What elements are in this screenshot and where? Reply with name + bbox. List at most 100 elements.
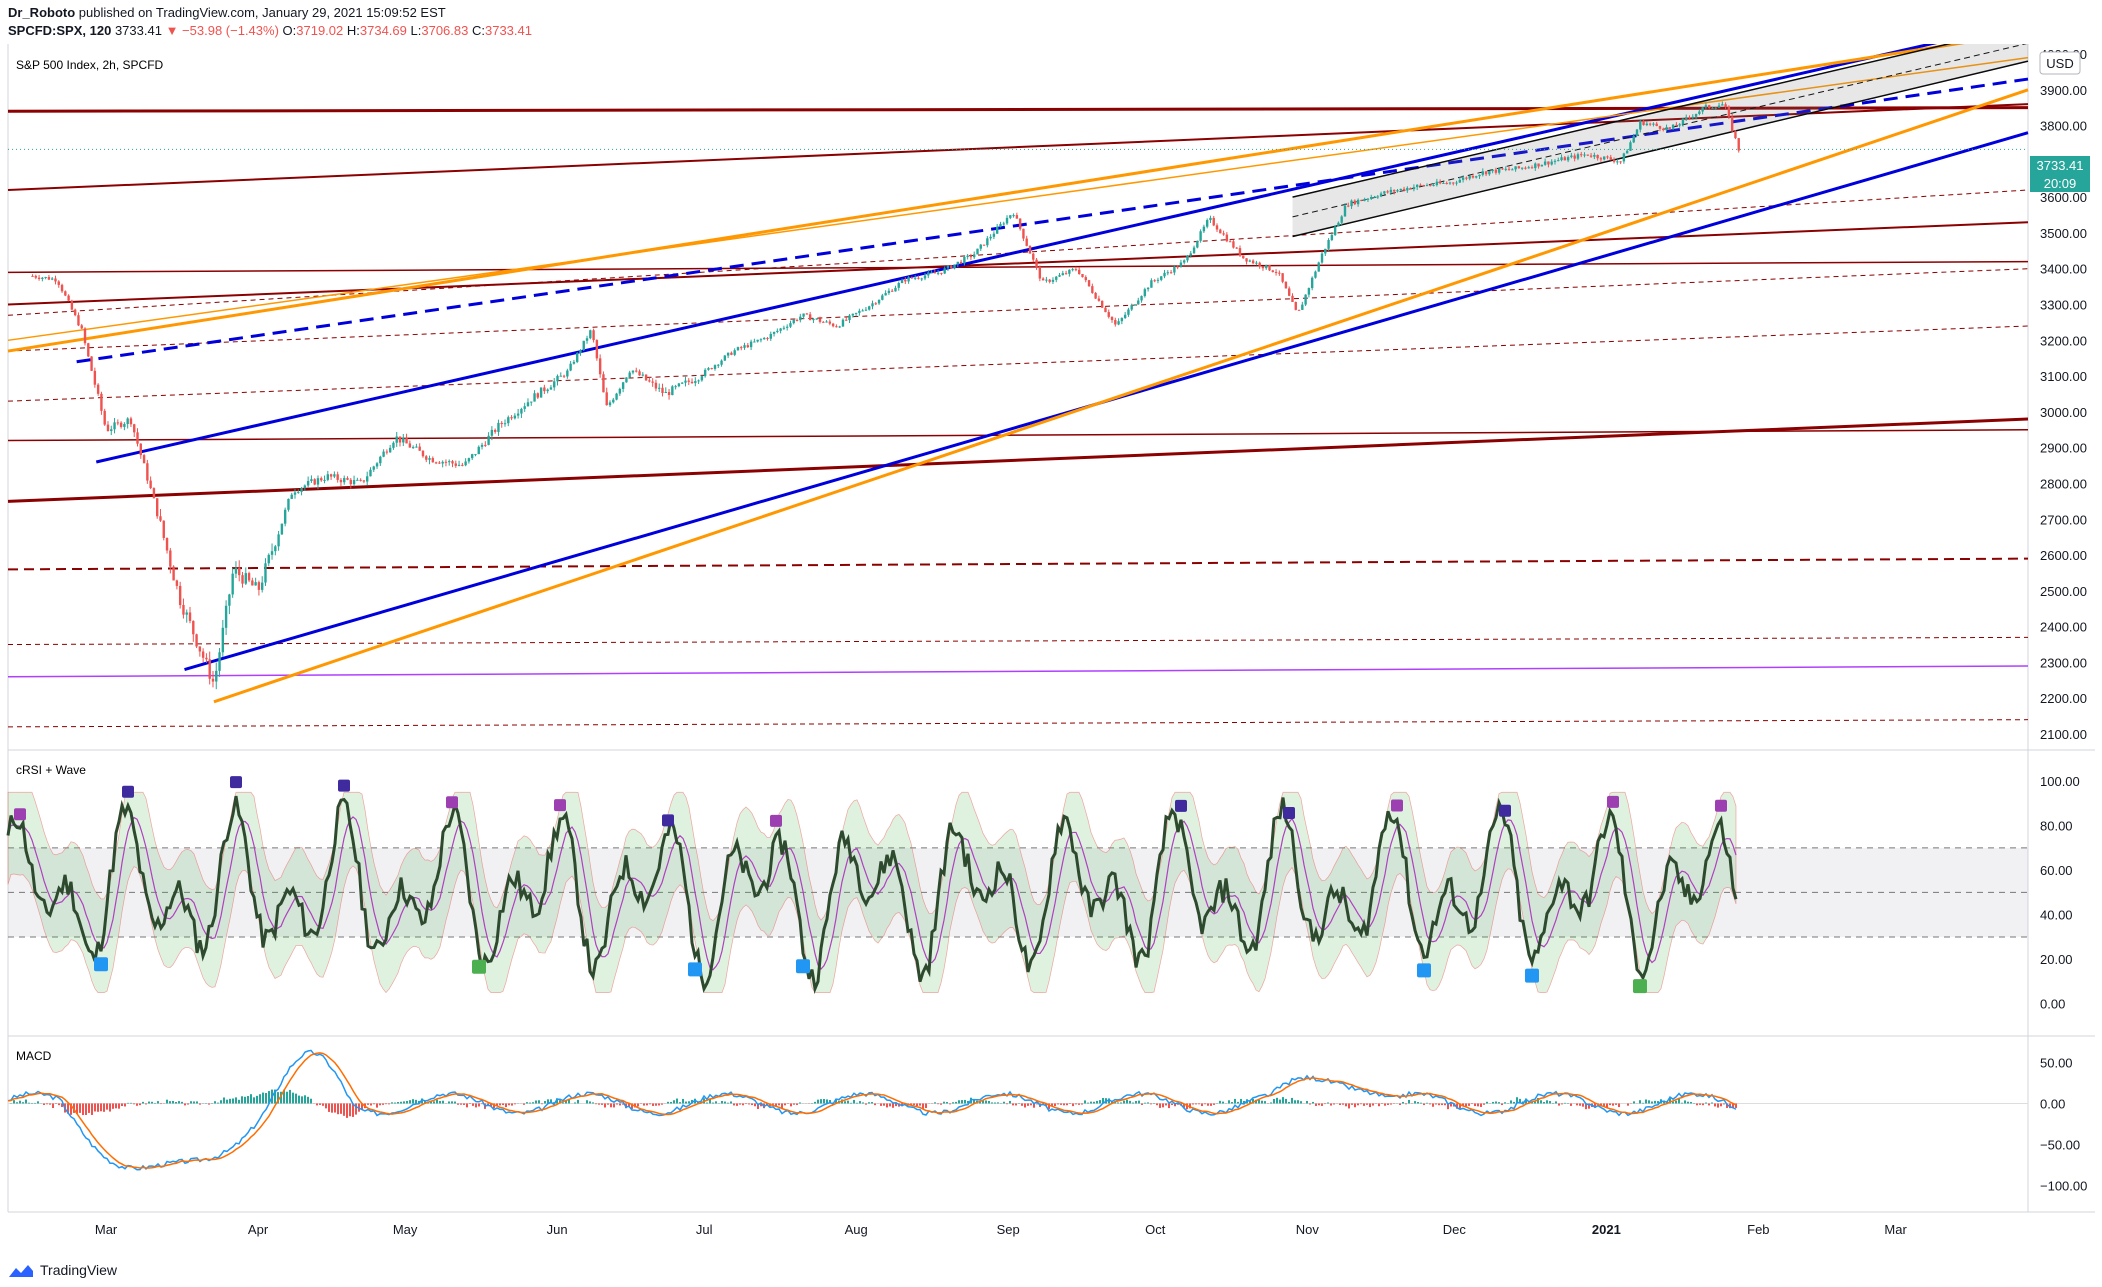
candle-body xyxy=(1379,193,1383,197)
macd-histogram-bar xyxy=(409,1100,411,1104)
time-tick-label: Mar xyxy=(95,1222,118,1237)
macd-histogram-bar xyxy=(1189,1103,1191,1109)
tradingview-logo[interactable]: TradingView xyxy=(8,1262,117,1278)
candle-body xyxy=(595,340,599,359)
candle-body xyxy=(96,384,100,394)
macd-histogram-bar xyxy=(391,1102,393,1104)
candle-body xyxy=(224,605,228,628)
candle-body xyxy=(736,347,740,351)
macd-histogram-bar xyxy=(649,1103,651,1105)
high-label: H: xyxy=(346,23,360,38)
candle-body xyxy=(1284,281,1288,289)
macd-histogram-bar xyxy=(784,1103,786,1106)
macd-histogram-bar xyxy=(247,1096,249,1104)
macd-histogram-bar xyxy=(1333,1103,1335,1105)
candle-body xyxy=(1278,272,1281,274)
macd-histogram-bar xyxy=(1504,1102,1506,1104)
trendline xyxy=(95,44,1938,464)
macd-histogram-bar xyxy=(643,1103,645,1106)
macd-histogram-bar xyxy=(415,1099,417,1104)
candle-body xyxy=(546,389,549,392)
macd-histogram-bar xyxy=(511,1103,513,1106)
candle-body xyxy=(651,381,654,383)
candle-body xyxy=(1602,156,1606,160)
price-axis[interactable]: 4000.003900.003800.003600.003500.003400.… xyxy=(2040,47,2087,1194)
time-tick-label: Dec xyxy=(1443,1222,1467,1237)
candle-body xyxy=(792,319,795,324)
macd-histogram-bar xyxy=(1069,1103,1071,1105)
trendline-drawings[interactable] xyxy=(7,44,2029,728)
crsi-top-marker xyxy=(1499,804,1511,817)
author-name[interactable]: Dr_Roboto xyxy=(8,5,76,20)
candle-body xyxy=(1343,205,1347,217)
macd-histogram-bar xyxy=(385,1103,387,1105)
macd-histogram-bar xyxy=(1555,1101,1557,1104)
price-candles xyxy=(8,101,2028,690)
trendline xyxy=(7,665,2029,678)
macd-histogram-bar xyxy=(301,1096,303,1104)
macd-histogram-bar xyxy=(295,1093,297,1104)
candle-body xyxy=(864,309,868,311)
candle-body xyxy=(67,295,70,301)
close-value: 3733.41 xyxy=(484,23,532,38)
candle-body xyxy=(405,438,408,444)
macd-histogram-bar xyxy=(1264,1101,1266,1104)
macd-histogram-bar xyxy=(586,1100,588,1104)
candle-body xyxy=(749,341,753,348)
candle-body xyxy=(776,330,779,332)
macd-histogram-bar xyxy=(1309,1103,1311,1105)
macd-histogram-bar xyxy=(1498,1102,1500,1104)
macd-histogram-bar xyxy=(1015,1103,1017,1106)
candle-body xyxy=(831,323,835,327)
candle-body xyxy=(369,469,372,477)
candle-body xyxy=(612,399,615,403)
macd-histogram-bar xyxy=(373,1103,375,1105)
candle-body xyxy=(1064,273,1068,275)
currency-box[interactable] xyxy=(2039,51,2081,75)
candle-body xyxy=(464,461,467,466)
macd-histogram-bar xyxy=(967,1100,969,1104)
macd-histogram-bar xyxy=(1465,1103,1467,1107)
macd-histogram-bar xyxy=(1642,1102,1644,1104)
candle-body xyxy=(526,402,530,407)
macd-histogram-bar xyxy=(496,1103,498,1106)
macd-histogram-bar xyxy=(193,1101,195,1104)
candle-body xyxy=(103,410,106,425)
candle-body xyxy=(1337,222,1340,227)
macd-indicator xyxy=(7,1049,2028,1171)
macd-histogram-bar xyxy=(1294,1100,1296,1104)
candle-body xyxy=(658,387,661,389)
candle-body xyxy=(982,244,986,246)
candle-body xyxy=(1350,200,1353,207)
macd-histogram-bar xyxy=(865,1103,867,1105)
macd-histogram-bar xyxy=(1213,1103,1215,1105)
macd-histogram-bar xyxy=(1684,1100,1686,1104)
macd-histogram-bar xyxy=(1438,1103,1440,1106)
chart-canvas[interactable]: S&P 500 Index, 2h, SPCFD cRSI + Wave MAC… xyxy=(0,44,2102,1264)
macd-histogram-bar xyxy=(508,1103,510,1106)
macd-histogram-bar xyxy=(619,1103,621,1106)
candle-body xyxy=(582,340,585,351)
time-axis[interactable]: Mar Apr May Jun Jul Aug Sep Oct Nov Dec 2021 Feb Mar xyxy=(95,1222,1908,1237)
candle-body xyxy=(441,461,444,464)
macd-histogram-bar xyxy=(262,1092,264,1104)
candle-body xyxy=(1058,275,1061,277)
candle-body xyxy=(421,450,425,457)
candle-body xyxy=(113,422,116,430)
macd-histogram-bar xyxy=(925,1103,927,1108)
candle-body xyxy=(848,315,851,321)
macd-histogram-bar xyxy=(1456,1103,1458,1109)
macd-histogram-bar xyxy=(1447,1103,1449,1110)
candle-body xyxy=(241,575,244,584)
macd-histogram-bar xyxy=(1204,1103,1206,1105)
candle-body xyxy=(1635,129,1639,136)
candle-body xyxy=(1406,187,1409,191)
macd-histogram-bar xyxy=(1051,1103,1053,1107)
candle-body xyxy=(1163,272,1166,277)
candle-body xyxy=(444,461,448,463)
macd-histogram-bar xyxy=(121,1103,123,1107)
candle-body xyxy=(585,338,589,341)
macd-histogram-bar xyxy=(1501,1103,1503,1106)
candle-body xyxy=(1668,127,1672,129)
macd-histogram-bar xyxy=(868,1102,870,1104)
